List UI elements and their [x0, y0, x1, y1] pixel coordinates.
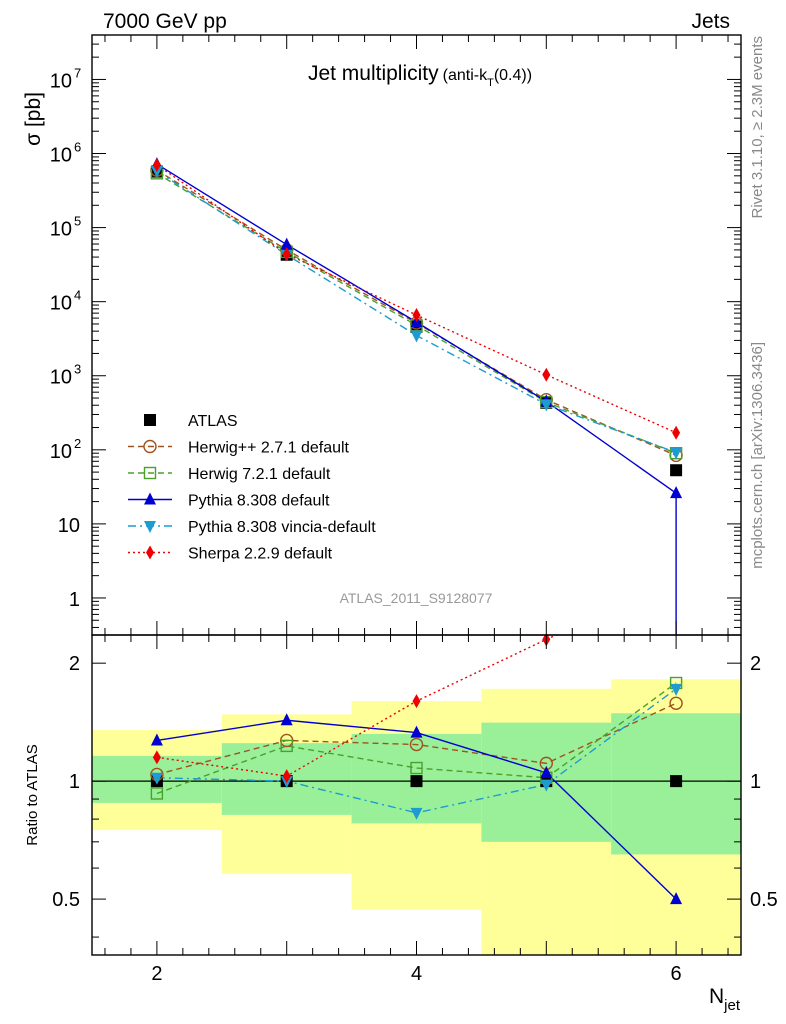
ratio-point-herwig-7-2-1-default-n2	[150, 787, 164, 800]
main-y-tick-label: 1	[69, 589, 80, 611]
legend-marker-herwig-7-2-1-default	[143, 466, 157, 480]
ratio-point-pythia-8-308-vincia-default-n6	[670, 683, 683, 696]
legend-label-pythia-8-308-vincia-default: Pythia 8.308 vincia-default	[188, 519, 376, 536]
ratio-point-pythia-8-308-vincia-default-n5	[540, 779, 553, 792]
legend-marker-atlas	[144, 414, 156, 426]
ratio-line-herwig-7-2-1-default	[156, 682, 677, 795]
energy-label: 7000 GeV pp	[103, 10, 227, 33]
main-y-tick-label: 10	[50, 441, 72, 463]
chart-title: Jet multiplicity (anti-kT(0.4))	[308, 62, 532, 89]
legend: ATLAS Herwig++ 2.7.1 default Herwig 7.2.1 …	[128, 413, 376, 563]
x-axis-label-main: N	[709, 985, 724, 1008]
ratio-point-pythia-8-308-default-n3	[280, 713, 293, 726]
x-axis-label: Njet	[709, 985, 741, 1014]
ratio-y-tick-label-right: 1	[750, 771, 761, 793]
chart-title-suffix: (0.4))	[494, 67, 532, 84]
ratio-point-herwig-7-2-1-default-n4	[410, 761, 423, 775]
chart-title-main: Jet multiplicity	[308, 62, 439, 85]
legend-marker-herwig-2-7-1-default	[143, 439, 157, 454]
main-y-tick-exponent: 7	[74, 65, 81, 80]
point-sherpa-2-2-9-default-n4	[412, 308, 421, 323]
legend-marker-sherpa-2-2-9-default	[146, 545, 154, 560]
ratio-point-sherpa-2-2-9-default-n3	[282, 769, 291, 784]
main-y-tick-exponent: 2	[74, 436, 81, 451]
ratio-point-sherpa-2-2-9-default-n4	[412, 694, 421, 709]
rivet-label: Rivet 3.1.10, ≥ 2.3M events	[749, 36, 766, 219]
ratio-point-pythia-8-308-vincia-default-n4	[410, 807, 423, 820]
point-sherpa-2-2-9-default-n5	[542, 367, 551, 382]
point-sherpa-2-2-9-default-n3	[282, 247, 291, 262]
point-pythia-8-308-vincia-default-n2	[150, 166, 163, 179]
ratio-y-tick-label-right: 0.5	[750, 889, 778, 911]
ratio-point-atlas-n4	[410, 775, 423, 788]
ratio-point-herwig-2-7-1-default-n6	[669, 696, 683, 710]
ratio-line-herwig-2-7-1-default	[156, 702, 677, 776]
ratio-point-pythia-8-308-default-n6	[670, 892, 683, 905]
main-y-axis-label: σ [pb]	[22, 92, 45, 146]
x-tick-label: 2	[151, 963, 162, 985]
ratio-point-pythia-8-308-default-n2	[150, 733, 163, 746]
legend-label-pythia-8-308-default: Pythia 8.308 default	[188, 493, 330, 510]
ratio-point-atlas-n6	[670, 775, 683, 788]
ratio-y-axis-label: Ratio to ATLAS	[24, 744, 41, 845]
point-pythia-8-308-vincia-default-n6	[670, 447, 683, 460]
main-y-tick-label: 10	[50, 145, 72, 167]
legend-marker-pythia-8-308-vincia-default	[144, 521, 156, 533]
main-y-tick-label: 10	[50, 219, 72, 241]
ratio-y-tick-label-left: 0.5	[52, 889, 80, 911]
chart-title-subscript: T	[487, 77, 494, 89]
process-label: Jets	[691, 10, 730, 33]
x-tick-label: 4	[411, 963, 422, 985]
main-y-tick-exponent: 4	[74, 288, 81, 303]
point-sherpa-2-2-9-default-n6	[672, 425, 681, 440]
main-y-tick-label: 10	[50, 367, 72, 389]
main-y-tick-label: 10	[50, 70, 72, 92]
legend-label-herwig-2-7-1-default: Herwig++ 2.7.1 default	[188, 440, 350, 457]
mcplots-label: mcplots.cern.ch [arXiv:1306.3436]	[749, 342, 766, 569]
ratio-line-pythia-8-308-vincia-default	[156, 688, 677, 814]
main-y-tick-label: 10	[50, 293, 72, 315]
legend-label-atlas: ATLAS	[188, 413, 238, 430]
series-line-sherpa-2-2-9-default	[156, 164, 677, 434]
ratio-point-herwig-2-7-1-default-n4	[409, 737, 424, 752]
ratio-y-tick-label-right: 2	[750, 653, 761, 675]
legend-label-herwig-7-2-1-default: Herwig 7.2.1 default	[188, 466, 331, 483]
point-pythia-8-308-default-n6	[670, 486, 683, 499]
x-axis-label-sub: jet	[723, 997, 741, 1014]
legend-marker-pythia-8-308-default	[144, 492, 156, 505]
point-atlas-n6	[670, 464, 683, 477]
ratio-point-pythia-8-308-default-n5	[540, 765, 553, 778]
ratio-point-sherpa-2-2-9-default-n2	[152, 750, 161, 765]
main-y-tick-exponent: 3	[74, 362, 81, 377]
point-pythia-8-308-vincia-default-n4	[410, 330, 423, 343]
point-sherpa-2-2-9-default-n2	[152, 157, 161, 172]
point-pythia-8-308-vincia-default-n5	[540, 399, 553, 412]
ratio-point-herwig-7-2-1-default-n3	[280, 739, 293, 753]
chart-title-prefix: (anti-k	[443, 67, 488, 84]
point-pythia-8-308-default-n3	[280, 237, 293, 250]
main-y-tick-exponent: 5	[74, 214, 81, 229]
ratio-y-tick-label-left: 1	[69, 771, 80, 793]
analysis-id: ATLAS_2011_S9128077	[340, 590, 493, 606]
ratio-point-pythia-8-308-vincia-default-n2	[150, 772, 163, 785]
ratio-point-pythia-8-308-default-n4	[410, 725, 423, 738]
ratio-y-tick-label-left: 2	[69, 653, 80, 675]
legend-label-sherpa-2-2-9-default: Sherpa 2.2.9 default	[188, 546, 333, 563]
main-y-tick-exponent: 6	[74, 140, 81, 155]
main-y-tick-label: 10	[58, 515, 80, 537]
x-tick-label: 6	[671, 963, 682, 985]
